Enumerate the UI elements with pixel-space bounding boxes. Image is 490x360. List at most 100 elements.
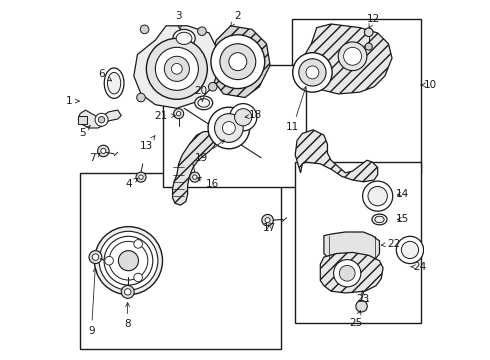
Circle shape (134, 273, 143, 282)
Circle shape (190, 172, 200, 182)
Text: 4: 4 (125, 178, 138, 189)
Text: 6: 6 (98, 69, 112, 81)
Ellipse shape (176, 32, 192, 44)
Circle shape (365, 28, 373, 37)
Circle shape (334, 260, 361, 287)
Text: 2: 2 (231, 11, 241, 26)
Text: 11: 11 (286, 87, 307, 132)
Text: 23: 23 (356, 291, 369, 304)
Text: 19: 19 (195, 140, 224, 163)
Polygon shape (134, 26, 220, 108)
Text: 1: 1 (66, 96, 79, 106)
Circle shape (137, 93, 146, 102)
Circle shape (193, 175, 197, 179)
Text: 15: 15 (395, 215, 409, 224)
Circle shape (265, 218, 270, 223)
Ellipse shape (372, 214, 387, 225)
Polygon shape (172, 132, 216, 205)
Circle shape (365, 43, 372, 50)
Bar (163, 65, 306, 187)
Circle shape (208, 107, 250, 149)
Circle shape (208, 82, 217, 91)
Circle shape (164, 56, 190, 81)
Circle shape (176, 112, 181, 116)
Circle shape (230, 104, 257, 131)
Circle shape (140, 25, 149, 34)
Circle shape (299, 59, 326, 86)
Circle shape (173, 109, 184, 119)
Circle shape (343, 47, 362, 65)
Text: 8: 8 (124, 303, 131, 329)
Circle shape (134, 240, 143, 248)
Text: 20: 20 (195, 86, 208, 102)
Ellipse shape (173, 30, 195, 47)
Polygon shape (295, 130, 378, 182)
Bar (295, 162, 421, 323)
Polygon shape (320, 252, 383, 293)
Circle shape (147, 39, 207, 99)
Circle shape (89, 251, 102, 264)
Circle shape (339, 265, 355, 281)
Circle shape (99, 231, 158, 290)
Text: 9: 9 (88, 268, 97, 336)
Ellipse shape (198, 99, 210, 107)
Circle shape (139, 175, 143, 179)
Circle shape (293, 53, 332, 92)
Circle shape (105, 256, 113, 265)
Circle shape (396, 236, 423, 264)
Circle shape (101, 148, 106, 153)
Circle shape (92, 254, 98, 260)
Ellipse shape (195, 96, 213, 110)
Circle shape (109, 241, 148, 280)
Polygon shape (209, 26, 270, 98)
Circle shape (306, 66, 319, 79)
Circle shape (215, 114, 243, 142)
Text: 3: 3 (175, 11, 182, 30)
Polygon shape (300, 24, 392, 94)
Polygon shape (324, 232, 379, 264)
Polygon shape (78, 110, 122, 128)
Circle shape (98, 145, 109, 157)
Text: 22: 22 (381, 239, 401, 249)
Circle shape (122, 285, 134, 298)
Circle shape (235, 109, 252, 126)
Text: 21: 21 (155, 111, 175, 121)
Circle shape (172, 63, 182, 74)
Text: 13: 13 (140, 136, 155, 151)
Circle shape (119, 251, 139, 271)
Circle shape (368, 186, 388, 206)
Circle shape (197, 27, 206, 36)
Text: 14: 14 (395, 189, 409, 199)
Circle shape (104, 236, 153, 285)
Text: 5: 5 (79, 126, 90, 138)
Ellipse shape (375, 216, 384, 223)
Circle shape (95, 226, 163, 295)
Text: 18: 18 (245, 111, 263, 121)
Circle shape (155, 47, 198, 90)
Circle shape (356, 301, 368, 312)
Text: 24: 24 (411, 262, 427, 272)
Circle shape (401, 241, 418, 258)
Bar (292, 19, 421, 173)
Circle shape (95, 113, 108, 126)
Circle shape (98, 117, 105, 123)
Circle shape (124, 289, 131, 295)
Circle shape (363, 181, 393, 211)
Circle shape (211, 35, 265, 89)
Text: 16: 16 (197, 177, 220, 189)
Ellipse shape (107, 72, 121, 94)
Circle shape (338, 42, 367, 71)
Circle shape (136, 172, 146, 182)
Text: 10: 10 (421, 80, 437, 90)
Bar (80, 173, 281, 348)
Bar (78, 116, 87, 124)
Circle shape (229, 53, 247, 71)
Text: 25: 25 (349, 311, 362, 328)
Text: 12: 12 (367, 14, 380, 28)
Circle shape (220, 44, 256, 80)
Ellipse shape (104, 68, 124, 98)
Circle shape (262, 215, 273, 226)
Circle shape (222, 122, 235, 134)
Text: 17: 17 (263, 224, 276, 233)
Text: 7: 7 (90, 153, 100, 163)
